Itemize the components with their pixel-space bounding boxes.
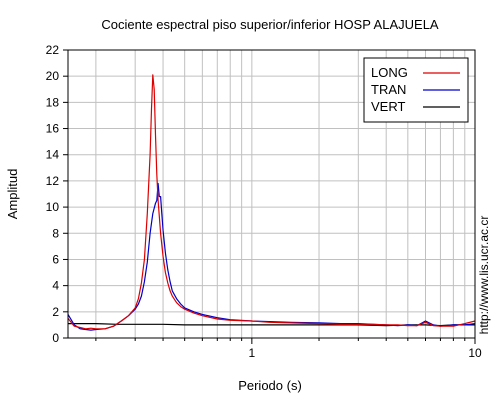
plot-frame (67, 49, 476, 339)
y-tick-label: 14 (46, 148, 60, 162)
y-tick-label: 6 (52, 252, 59, 266)
x-tick-label: 10 (468, 346, 482, 360)
y-tick-label: 8 (52, 226, 59, 240)
series-line-long (67, 74, 476, 330)
y-tick-label: 20 (46, 69, 60, 83)
legend: LONG TRAN VERT (363, 57, 469, 123)
y-tick-label: 0 (52, 331, 59, 345)
y-tick-label: 22 (46, 43, 60, 57)
y-axis-label: Amplitud (5, 169, 20, 220)
legend-label-vert: VERT (371, 99, 405, 114)
x-axis-label: Periodo (s) (238, 378, 302, 393)
chart-title: Cociente espectral piso superior/inferio… (101, 17, 439, 32)
series-layer (67, 74, 476, 331)
series-line-vert (68, 323, 475, 327)
y-axis-ticks: 0 2 4 6 8 10 12 14 16 18 20 22 (46, 43, 68, 345)
y-tick-label: 16 (46, 122, 60, 136)
y-tick-label: 2 (52, 305, 59, 319)
legend-label-tran: TRAN (371, 82, 406, 97)
side-url-label: http://www.lis.ucr.ac.cr (477, 216, 491, 335)
legend-label-long: LONG (371, 65, 408, 80)
y-tick-label: 4 (52, 279, 59, 293)
legend-items: LONG TRAN VERT (371, 65, 460, 114)
y-tick-label: 12 (46, 174, 60, 188)
y-tick-label: 18 (46, 95, 60, 109)
x-tick-label: 1 (249, 346, 256, 360)
x-axis-ticks: 1 10 (95, 338, 482, 360)
y-tick-label: 10 (46, 200, 60, 214)
